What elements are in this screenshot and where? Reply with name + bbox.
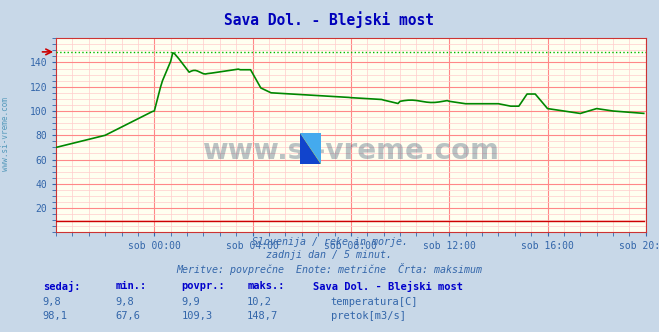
Text: 10,2: 10,2 [247,297,272,307]
Text: maks.:: maks.: [247,281,285,290]
Text: min.:: min.: [115,281,146,290]
Text: Sava Dol. - Blejski most: Sava Dol. - Blejski most [313,281,463,291]
Text: 9,9: 9,9 [181,297,200,307]
Text: 98,1: 98,1 [43,311,68,321]
Text: 148,7: 148,7 [247,311,278,321]
Polygon shape [300,133,321,164]
Text: www.si-vreme.com: www.si-vreme.com [1,98,10,171]
Text: 9,8: 9,8 [43,297,61,307]
Text: 109,3: 109,3 [181,311,212,321]
Text: sedaj:: sedaj: [43,281,80,291]
Text: 9,8: 9,8 [115,297,134,307]
Text: Meritve: povprečne  Enote: metrične  Črta: maksimum: Meritve: povprečne Enote: metrične Črta:… [177,263,482,275]
Text: povpr.:: povpr.: [181,281,225,290]
Polygon shape [300,133,321,164]
Text: 67,6: 67,6 [115,311,140,321]
Text: temperatura[C]: temperatura[C] [331,297,418,307]
Text: Sava Dol. - Blejski most: Sava Dol. - Blejski most [225,12,434,29]
Text: Slovenija / reke in morje.: Slovenija / reke in morje. [252,237,407,247]
Text: www.si-vreme.com: www.si-vreme.com [202,137,500,165]
Text: pretok[m3/s]: pretok[m3/s] [331,311,406,321]
Text: zadnji dan / 5 minut.: zadnji dan / 5 minut. [266,250,393,260]
